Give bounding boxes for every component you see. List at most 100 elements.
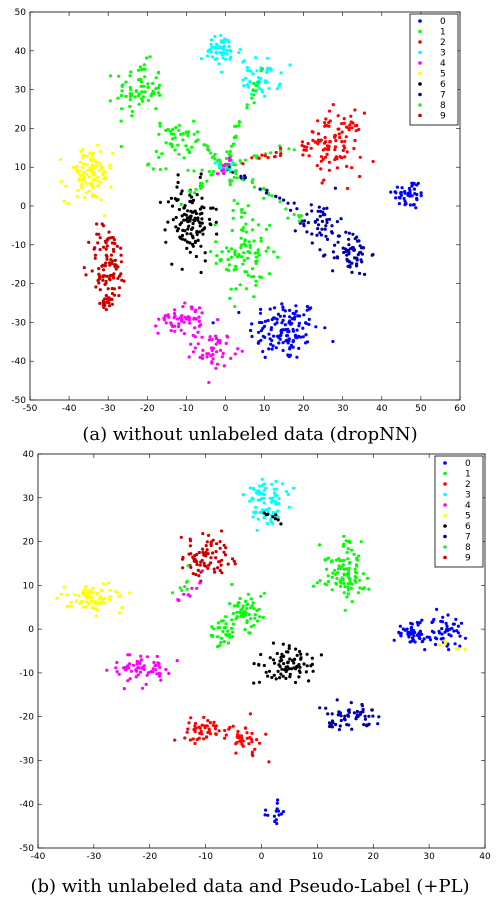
data-point-6: [284, 650, 289, 654]
data-point-3: [248, 486, 252, 490]
data-point-5: [88, 157, 93, 161]
data-point-1: [348, 577, 352, 582]
data-point-9: [230, 557, 235, 561]
legend-item-7: 7: [418, 91, 446, 101]
data-point-6: [311, 669, 315, 673]
data-point-0: [417, 636, 421, 640]
data-point-2: [342, 117, 346, 121]
data-point-1: [250, 604, 254, 608]
data-point-3: [253, 505, 258, 509]
data-point-8: [183, 585, 187, 589]
data-point-7: [355, 264, 359, 268]
data-point-6: [309, 664, 313, 668]
data-point-9: [187, 552, 191, 556]
legend-item-3: 3: [418, 49, 446, 59]
data-point-0: [421, 639, 425, 643]
data-point-1: [192, 119, 196, 123]
data-point-9: [224, 546, 228, 550]
data-point-1: [231, 216, 235, 220]
data-point-1: [234, 287, 238, 291]
data-point-5: [437, 643, 441, 647]
data-point-1: [311, 584, 316, 588]
data-point-4: [155, 654, 159, 659]
data-point-3: [213, 57, 217, 61]
data-point-1: [214, 261, 218, 265]
data-point-6: [175, 185, 179, 189]
legend-item-3: 3: [443, 491, 471, 501]
data-point-1: [230, 144, 234, 148]
data-point-1: [224, 615, 228, 619]
data-point-6: [188, 215, 192, 219]
data-point-4: [228, 158, 232, 162]
data-point-0: [276, 312, 280, 316]
data-point-3: [209, 42, 213, 46]
data-point-6: [262, 511, 266, 515]
data-point-1: [264, 249, 268, 253]
data-point-5: [65, 593, 69, 597]
data-point-0: [237, 310, 241, 315]
data-point-4: [216, 172, 220, 176]
data-point-0: [261, 334, 265, 338]
data-point-1: [158, 124, 162, 128]
data-point-7: [347, 231, 351, 235]
data-point-7: [337, 728, 341, 732]
data-point-9: [110, 302, 114, 306]
data-point-1: [330, 575, 334, 579]
data-point-0: [403, 203, 407, 207]
data-point-8: [158, 167, 162, 172]
data-point-1: [140, 68, 144, 72]
data-point-9: [116, 276, 120, 280]
data-point-0: [445, 627, 449, 631]
data-point-9: [215, 542, 219, 546]
data-point-2: [236, 729, 240, 734]
data-point-3: [272, 487, 276, 491]
y-tick-label: -50: [19, 844, 34, 854]
data-point-9: [205, 548, 209, 552]
data-point-2: [247, 742, 251, 746]
data-point-2: [327, 124, 331, 128]
data-point-1: [190, 145, 194, 149]
x-tick-label: -20: [140, 404, 155, 414]
data-point-5: [66, 202, 70, 206]
y-tick-label: -40: [11, 357, 26, 367]
data-point-9: [195, 552, 199, 557]
data-point-4: [207, 338, 211, 342]
data-point-2: [327, 160, 331, 164]
data-point-1: [230, 635, 234, 639]
y-tick-label: 40: [15, 47, 27, 57]
data-point-7: [350, 727, 354, 731]
data-point-1: [233, 124, 237, 128]
data-point-9: [97, 274, 102, 278]
data-point-8: [356, 558, 360, 562]
data-point-1: [262, 591, 266, 595]
data-point-0: [453, 642, 457, 646]
data-point-4: [201, 348, 205, 352]
data-point-5: [91, 173, 95, 177]
data-point-1: [240, 255, 244, 259]
data-point-0: [266, 813, 270, 817]
data-points-a: [58, 33, 423, 385]
data-point-5: [79, 599, 84, 603]
data-point-6: [209, 223, 213, 227]
data-point-3: [280, 482, 284, 486]
data-point-7: [258, 187, 262, 191]
data-point-4: [177, 598, 181, 602]
data-point-8: [170, 591, 175, 595]
data-point-0: [297, 321, 301, 325]
data-point-5: [79, 149, 83, 153]
data-point-6: [188, 217, 192, 221]
data-point-4: [188, 321, 192, 325]
data-point-5: [100, 589, 104, 593]
data-point-5: [443, 642, 447, 646]
data-point-7: [346, 714, 351, 718]
data-point-7: [316, 227, 320, 231]
data-point-9: [96, 278, 100, 283]
data-point-1: [254, 89, 258, 93]
data-point-0: [403, 628, 407, 632]
data-point-1: [361, 572, 366, 576]
data-point-6: [214, 220, 218, 224]
data-point-2: [273, 154, 277, 159]
data-point-4: [141, 666, 145, 671]
data-point-7: [318, 214, 322, 218]
data-point-0: [397, 195, 401, 200]
